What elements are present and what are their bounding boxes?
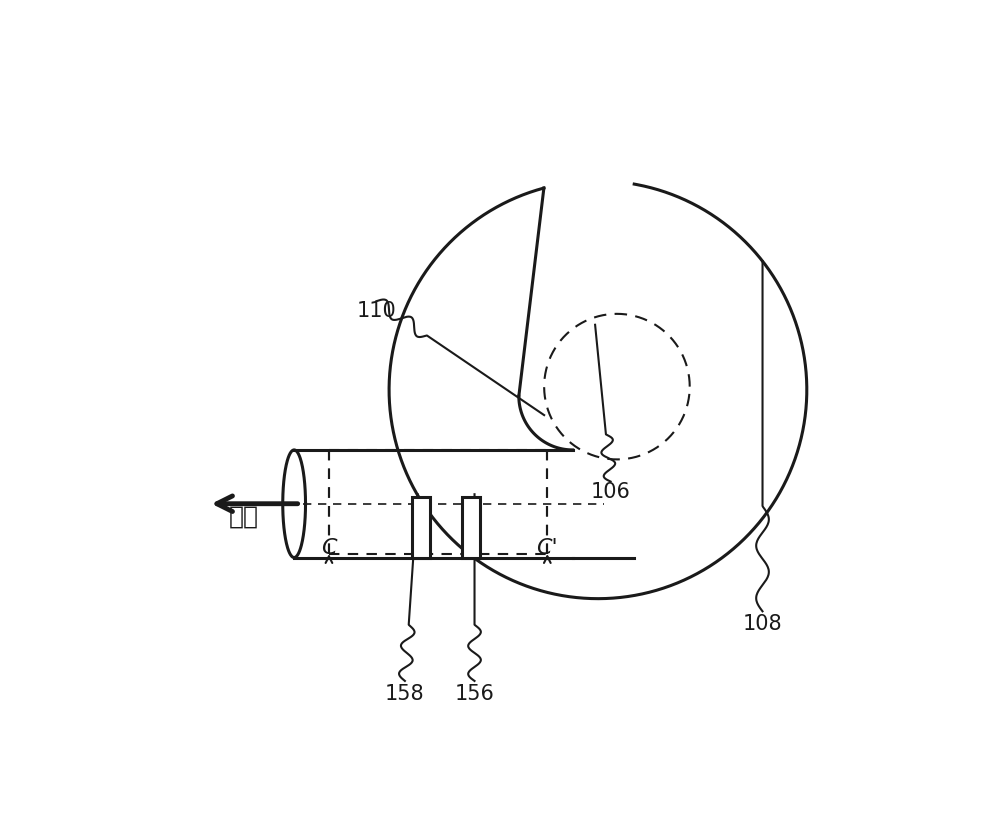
Text: C: C — [321, 538, 337, 557]
Text: 158: 158 — [385, 684, 425, 704]
Bar — [412, 497, 430, 557]
Text: 气流: 气流 — [229, 505, 259, 529]
Text: 108: 108 — [743, 615, 782, 635]
Text: 156: 156 — [455, 684, 494, 704]
Text: C': C' — [536, 538, 558, 557]
Text: 110: 110 — [357, 301, 396, 321]
Text: 106: 106 — [591, 482, 631, 501]
Bar — [462, 497, 480, 557]
